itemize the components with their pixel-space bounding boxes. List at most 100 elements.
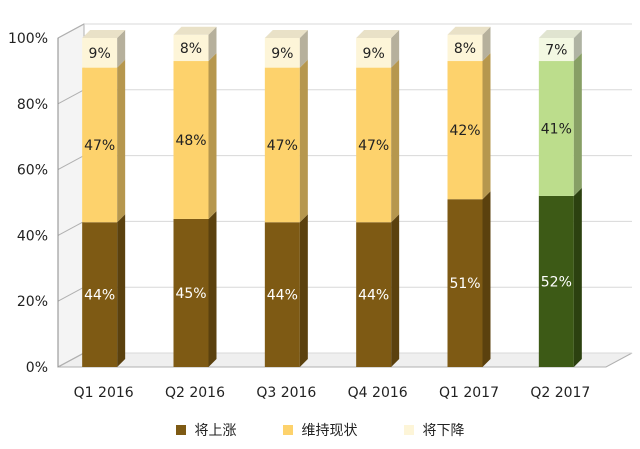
bar-top xyxy=(264,30,308,38)
x-tick-label: Q1 2017 xyxy=(439,385,499,401)
x-tick-label: Q3 2016 xyxy=(256,385,316,401)
gridline-side xyxy=(57,155,85,171)
data-label: 48% xyxy=(175,133,206,149)
bar-front xyxy=(82,38,118,68)
bar-segment: 9% xyxy=(264,30,308,68)
bar-side xyxy=(482,191,491,367)
data-label: 7% xyxy=(545,43,567,59)
bars: 44% 47% 9% 45% 48% 8% 44% 47% 9% 44% 47% 9% 51% 42% 8%… xyxy=(82,26,582,367)
bar-front xyxy=(447,199,483,367)
legend: 将上涨 维持现状 将下降 xyxy=(0,418,640,442)
bar-side xyxy=(391,30,400,68)
y-tick-label: 0% xyxy=(26,360,48,376)
legend-item-stay: 维持现状 xyxy=(282,420,358,440)
x-tick-label: Q2 2017 xyxy=(530,385,590,401)
data-label: 44% xyxy=(267,288,298,304)
bar-side xyxy=(391,214,400,367)
bar-front xyxy=(447,34,483,62)
x-tick-label: Q2 2016 xyxy=(165,385,225,401)
bar-front xyxy=(82,222,118,367)
data-label: 47% xyxy=(358,138,389,154)
bar-segment: 44% xyxy=(356,214,400,367)
legend-swatch-stay xyxy=(282,425,293,435)
bar-front xyxy=(538,38,574,62)
bar-side xyxy=(117,59,126,223)
bar-front xyxy=(538,61,574,196)
y-tick-label: 100% xyxy=(8,31,48,47)
bar-segment: 9% xyxy=(356,30,400,68)
data-label: 45% xyxy=(175,286,206,302)
x-axis: Q1 2016 Q2 2016 Q3 2016 Q4 2016 Q1 2017 Q2 20… xyxy=(74,385,591,401)
bar-top xyxy=(356,30,400,38)
bar-top xyxy=(173,26,217,35)
data-label: 42% xyxy=(449,123,480,139)
bar-front xyxy=(82,67,118,223)
data-label: 8% xyxy=(180,41,202,57)
data-label: 52% xyxy=(541,274,572,290)
legend-label-fall: 将下降 xyxy=(422,423,465,439)
y-axis: 0% 20% 40% 60% 80% 100% xyxy=(8,31,59,376)
bar-segment: 52% xyxy=(538,187,582,367)
data-label: 41% xyxy=(541,121,572,137)
bar-segment: 47% xyxy=(264,59,308,223)
gridline-side xyxy=(57,286,85,302)
gridline-side xyxy=(57,220,85,236)
gridline-side xyxy=(57,352,85,368)
legend-item-fall: 将下降 xyxy=(403,420,465,440)
bar-segment: 8% xyxy=(447,26,491,62)
bar-front xyxy=(264,222,300,367)
data-label: 47% xyxy=(84,138,115,154)
bar-side xyxy=(117,30,126,68)
y-tick-label: 40% xyxy=(17,228,48,244)
bar-segment: 47% xyxy=(356,59,400,223)
data-label: 8% xyxy=(454,41,476,57)
bar-segment: 45% xyxy=(173,210,217,367)
bar-segment: 41% xyxy=(538,53,582,196)
bar-front xyxy=(173,34,209,62)
x-tick-label: Q4 2016 xyxy=(348,385,408,401)
data-label: 9% xyxy=(89,46,111,62)
bar-segment: 51% xyxy=(447,191,491,367)
legend-item-rise: 将上涨 xyxy=(175,420,237,440)
bar-side xyxy=(482,53,491,200)
bar-top xyxy=(82,30,126,38)
bar-top xyxy=(538,30,582,38)
y-tick-label: 80% xyxy=(17,97,48,113)
bar-side xyxy=(573,53,582,196)
bar-side xyxy=(482,26,491,62)
bar-front xyxy=(264,67,300,223)
bar-front xyxy=(538,195,574,367)
bar-side xyxy=(573,30,582,62)
x-tick-label: Q1 2016 xyxy=(74,385,134,401)
bar-segment: 9% xyxy=(82,30,126,68)
bar-segment: 7% xyxy=(538,30,582,62)
bar-side xyxy=(208,26,217,62)
data-label: 44% xyxy=(84,288,115,304)
data-label: 9% xyxy=(271,46,293,62)
bar-front xyxy=(356,67,392,223)
gridline-side xyxy=(57,23,85,39)
bar-side xyxy=(299,59,308,223)
bar-segment: 48% xyxy=(173,53,217,219)
side-wall xyxy=(57,23,85,368)
bar-front xyxy=(356,38,392,68)
data-label: 44% xyxy=(358,288,389,304)
y-tick-label: 20% xyxy=(17,294,48,310)
bar-segment: 8% xyxy=(173,26,217,62)
legend-label-rise: 将上涨 xyxy=(194,423,237,439)
bar-front xyxy=(447,61,483,200)
legend-label-stay: 维持现状 xyxy=(301,423,358,439)
bar-side xyxy=(208,53,217,219)
data-label: 9% xyxy=(363,46,385,62)
data-label: 47% xyxy=(267,138,298,154)
bar-front xyxy=(173,61,209,219)
bar-front xyxy=(264,38,300,68)
bar-side xyxy=(117,214,126,367)
bar-segment: 44% xyxy=(264,214,308,367)
bar-segment: 44% xyxy=(82,214,126,367)
bar-side xyxy=(299,30,308,68)
gridline-side xyxy=(57,89,85,105)
legend-swatch-fall xyxy=(403,425,414,435)
bar-side xyxy=(208,210,217,367)
